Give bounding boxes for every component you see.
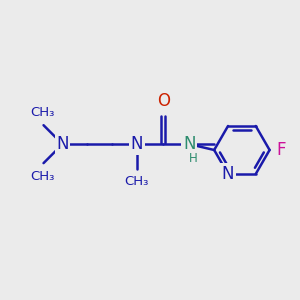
Text: N: N: [56, 135, 69, 153]
Text: CH₃: CH₃: [125, 176, 149, 188]
Text: CH₃: CH₃: [30, 106, 54, 119]
Text: N: N: [130, 135, 143, 153]
Text: F: F: [277, 141, 286, 159]
Text: H: H: [189, 152, 198, 165]
Text: O: O: [157, 92, 169, 110]
Text: N: N: [222, 165, 234, 183]
Text: CH₃: CH₃: [30, 169, 54, 182]
Text: N: N: [183, 135, 196, 153]
